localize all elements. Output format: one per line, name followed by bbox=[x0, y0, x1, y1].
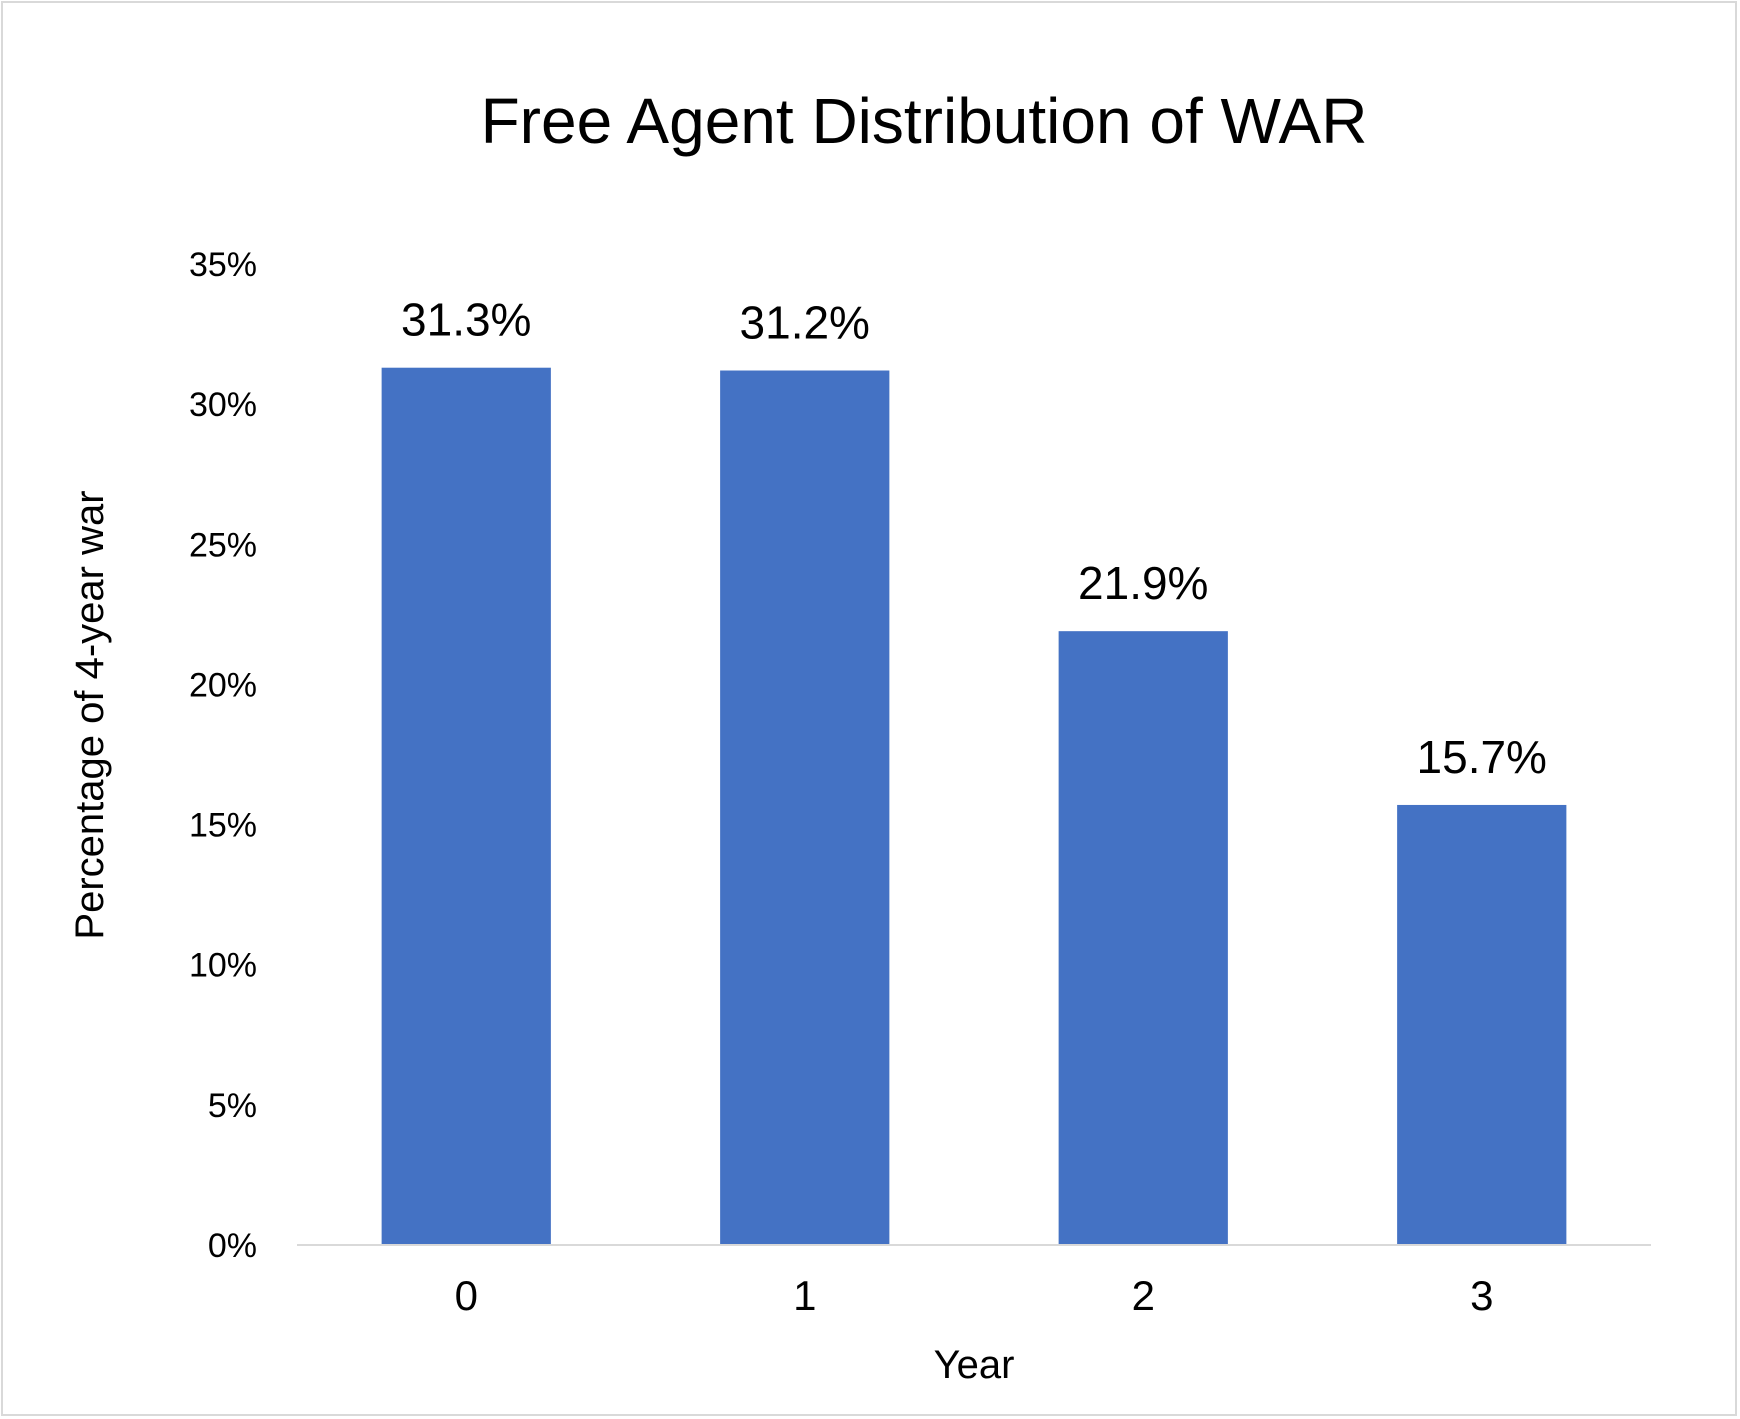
data-label-year-1: 31.2% bbox=[740, 297, 870, 349]
y-tick-label: 0% bbox=[208, 1227, 257, 1265]
x-axis-title: Year bbox=[934, 1343, 1015, 1387]
x-tick-label: 3 bbox=[1470, 1272, 1493, 1319]
chart-title: Free Agent Distribution of WAR bbox=[481, 85, 1368, 157]
y-tick-label: 10% bbox=[189, 947, 257, 985]
y-axis-title: Percentage of 4-year war bbox=[68, 490, 112, 939]
y-tick-label: 5% bbox=[208, 1087, 257, 1125]
bars-group bbox=[381, 367, 1567, 1246]
y-axis-ticks: 0% 5% 10% 15% 20% 25% 30% 35% bbox=[189, 246, 257, 1265]
data-label-year-2: 21.9% bbox=[1078, 557, 1208, 609]
bar-year-2 bbox=[1058, 631, 1228, 1245]
x-tick-label: 0 bbox=[455, 1272, 478, 1319]
x-axis-ticks: 0 1 2 3 bbox=[455, 1272, 1494, 1319]
data-label-year-0: 31.3% bbox=[401, 294, 531, 346]
y-tick-label: 35% bbox=[189, 246, 257, 284]
y-tick-label: 30% bbox=[189, 386, 257, 424]
y-tick-label: 15% bbox=[189, 807, 257, 845]
x-tick-label: 1 bbox=[793, 1272, 816, 1319]
data-labels-group: 31.3% 31.2% 21.9% 15.7% bbox=[401, 294, 1547, 783]
y-tick-label: 25% bbox=[189, 526, 257, 564]
bar-year-3 bbox=[1397, 804, 1567, 1245]
x-tick-label: 2 bbox=[1132, 1272, 1155, 1319]
bar-year-0 bbox=[381, 367, 551, 1246]
bar-year-1 bbox=[720, 370, 890, 1246]
y-tick-label: 20% bbox=[189, 666, 257, 704]
data-label-year-3: 15.7% bbox=[1417, 731, 1547, 783]
